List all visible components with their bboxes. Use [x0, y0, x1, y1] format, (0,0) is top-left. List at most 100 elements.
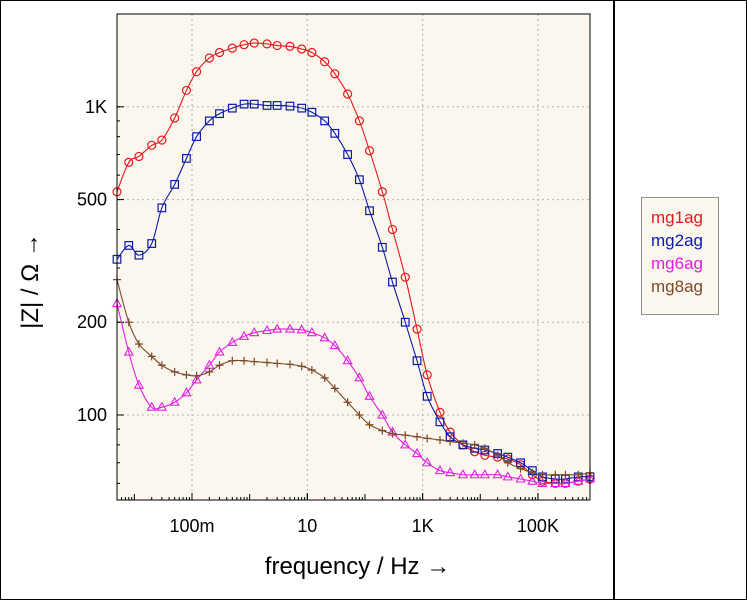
data-point	[215, 109, 224, 119]
data-point	[444, 467, 456, 477]
data-point	[364, 390, 375, 400]
data-point	[400, 439, 411, 449]
data-point	[469, 469, 480, 479]
data-point	[355, 411, 364, 420]
data-point	[365, 206, 374, 216]
data-point	[320, 57, 330, 67]
y-tick-label: 200	[77, 312, 107, 332]
data-point	[249, 38, 259, 48]
data-point	[401, 431, 410, 440]
data-point	[538, 470, 547, 479]
data-point	[400, 272, 410, 282]
data-point	[272, 40, 282, 51]
data-point	[354, 116, 364, 126]
data-point	[377, 409, 388, 419]
data-point	[307, 365, 316, 374]
data-point	[147, 352, 156, 361]
data-point	[157, 135, 167, 145]
data-point	[502, 471, 513, 481]
data-point	[134, 151, 144, 162]
data-point	[249, 327, 260, 337]
series-line-mg2ag	[116, 103, 591, 480]
data-point	[147, 140, 157, 150]
data-point	[156, 401, 168, 411]
data-point	[413, 432, 422, 441]
data-point	[285, 360, 294, 369]
data-point	[411, 447, 423, 458]
data-point	[157, 203, 167, 213]
data-point	[342, 355, 353, 365]
data-point	[388, 429, 397, 438]
x-tick-label: 10	[297, 516, 317, 536]
data-point	[354, 372, 365, 382]
data-point	[435, 417, 445, 427]
data-point	[192, 371, 201, 380]
data-point	[191, 67, 202, 77]
y-tick-label: 1K	[85, 97, 107, 117]
data-point	[134, 250, 144, 260]
data-point	[249, 99, 259, 109]
data-point	[205, 367, 214, 376]
series-line-mg1ag	[116, 42, 591, 485]
data-point	[133, 379, 145, 389]
series-mg8ag	[113, 275, 594, 479]
data-point	[192, 132, 201, 142]
data-point	[422, 457, 433, 467]
data-point	[170, 180, 180, 189]
data-point	[250, 357, 259, 366]
data-point	[364, 146, 375, 156]
series-line-mg6ag	[116, 303, 591, 485]
x-tick-label: 100m	[169, 516, 214, 536]
data-point	[551, 470, 560, 479]
data-point	[458, 439, 467, 448]
data-point	[227, 336, 238, 346]
data-point	[227, 43, 237, 53]
data-point	[527, 475, 538, 485]
data-point	[273, 359, 282, 368]
data-point	[182, 154, 191, 163]
data-point	[561, 470, 570, 479]
data-point	[388, 277, 397, 287]
data-point	[215, 361, 224, 370]
series-mg6ag	[111, 297, 596, 487]
x-axis-label: frequency / Hz →	[265, 553, 450, 580]
data-point	[516, 464, 525, 473]
data-point	[157, 361, 166, 370]
data-point	[297, 44, 307, 54]
data-point	[124, 241, 134, 250]
legend-item-mg8ag: mg8ag	[651, 277, 703, 296]
legend-item-mg1ag: mg1ag	[651, 208, 703, 227]
data-point	[297, 103, 307, 113]
y-tick-label: 100	[77, 405, 107, 425]
data-point	[387, 224, 398, 235]
panel-divider	[613, 0, 615, 600]
data-point	[330, 384, 339, 393]
data-point	[492, 469, 503, 479]
data-point	[493, 451, 502, 460]
data-point	[400, 317, 410, 327]
data-point	[537, 477, 548, 487]
data-point	[181, 387, 192, 397]
data-point	[515, 473, 526, 483]
data-point	[412, 324, 422, 334]
data-point	[214, 47, 225, 58]
data-point	[479, 469, 490, 479]
legend-item-mg2ag: mg2ag	[651, 231, 703, 250]
data-point	[123, 346, 134, 356]
data-point	[574, 470, 583, 479]
data-point	[124, 318, 133, 327]
data-point	[204, 116, 214, 126]
data-point	[412, 356, 422, 366]
x-tick-label: 100K	[517, 516, 559, 536]
data-point	[377, 242, 387, 252]
data-point	[170, 367, 179, 376]
data-point	[528, 468, 537, 477]
data-point	[377, 187, 387, 197]
data-point	[227, 103, 237, 113]
data-point	[365, 420, 374, 429]
data-point	[307, 47, 317, 58]
data-point	[422, 370, 432, 380]
data-point	[434, 465, 446, 475]
plot-area	[117, 14, 590, 500]
data-point	[263, 358, 272, 367]
